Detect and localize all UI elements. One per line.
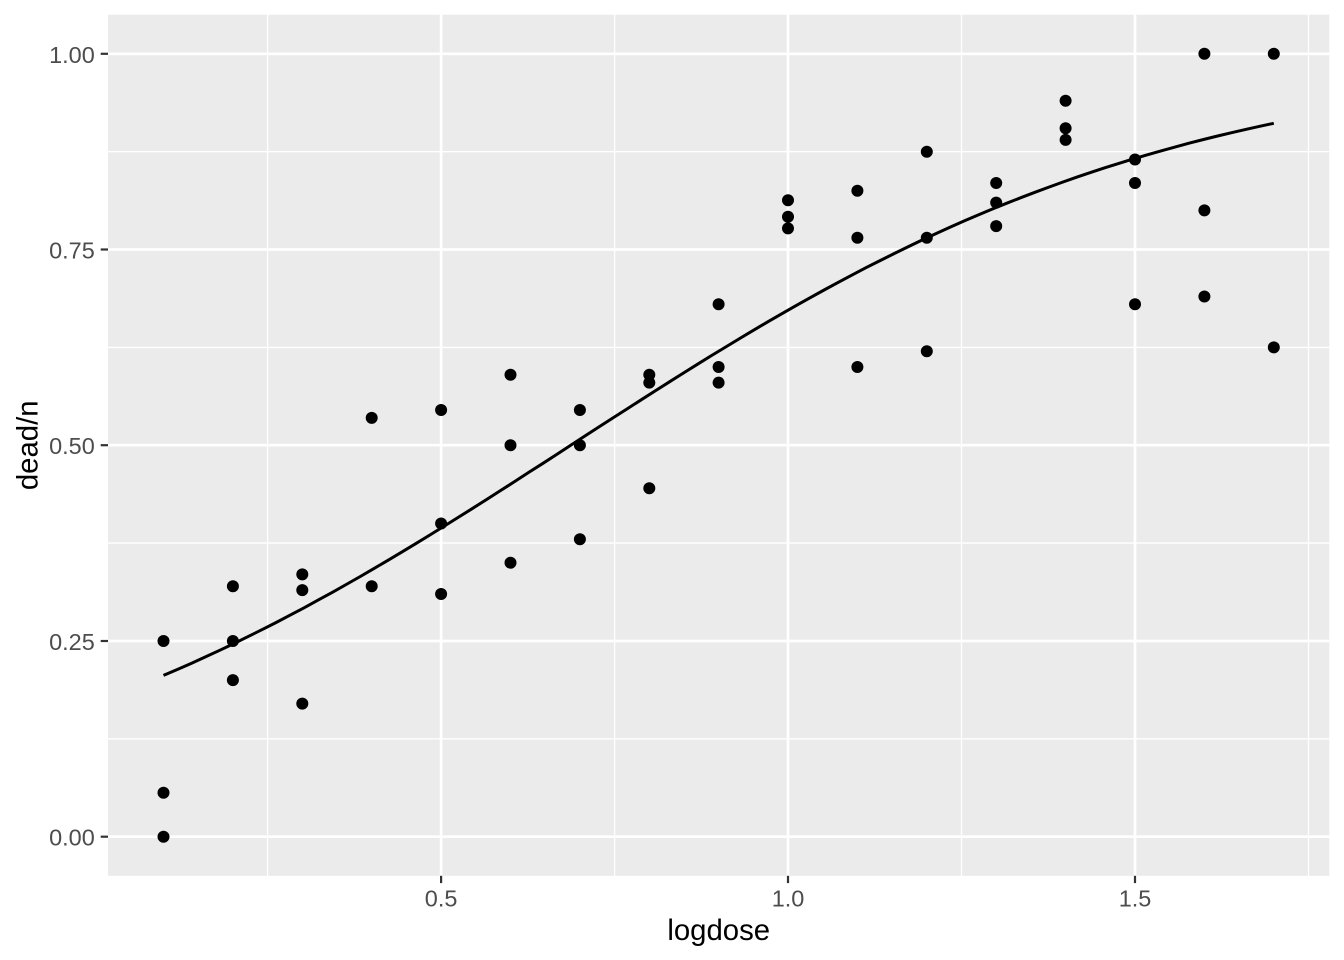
svg-text:0.00: 0.00 xyxy=(49,825,95,851)
svg-text:0.50: 0.50 xyxy=(49,433,95,459)
svg-text:1.5: 1.5 xyxy=(1119,885,1152,911)
svg-text:logdose: logdose xyxy=(667,914,770,947)
svg-text:1.00: 1.00 xyxy=(49,42,95,68)
svg-text:dead/n: dead/n xyxy=(11,400,44,490)
svg-text:1.0: 1.0 xyxy=(772,885,805,911)
svg-text:0.75: 0.75 xyxy=(49,238,95,264)
svg-text:0.25: 0.25 xyxy=(49,629,95,655)
svg-text:0.5: 0.5 xyxy=(425,885,458,911)
